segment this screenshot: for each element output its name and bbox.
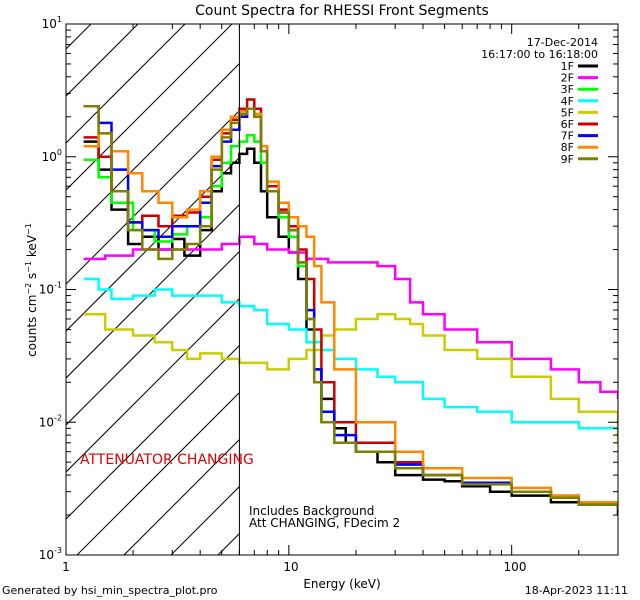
hatch-line [66, 24, 139, 97]
legend-label-6f: 6F [561, 118, 574, 131]
x-tick-label-100: 100 [504, 560, 527, 574]
plot-frame [65, 23, 619, 556]
hatch-line [66, 156, 240, 332]
legend-label-1f: 1F [561, 60, 574, 73]
series-line-9f [83, 105, 618, 510]
y-axis-label: counts cm−2 s−1 keV−1 [24, 223, 39, 357]
hatch-line [66, 250, 240, 426]
hatch-line [66, 24, 92, 50]
series-line-4f [83, 277, 618, 436]
series-line-2f [83, 235, 618, 399]
series-line-8f [83, 107, 618, 510]
hatch-line [66, 24, 233, 191]
attenuator-hatch-region [0, 0, 640, 555]
hatch-line [217, 532, 240, 555]
legend-label-4f: 4F [561, 95, 574, 108]
header-time-range: 16:17:00 to 16:18:00 [481, 48, 598, 61]
legend-label-8f: 8F [561, 141, 574, 154]
hatch-line [66, 24, 186, 144]
hatch-line [123, 438, 240, 555]
hatch-line [66, 203, 240, 379]
chart-title: Count Spectra for RHESSI Front Segments [195, 3, 489, 19]
legend-label-2f: 2F [561, 72, 574, 85]
hatch-line [0, 0, 113, 555]
hatch-line [66, 109, 240, 285]
legend-label-5f: 5F [561, 106, 574, 119]
footer-generated-by: Generated by hsi_min_spectra_plot.pro [2, 584, 218, 597]
legend-label-9f: 9F [561, 153, 574, 166]
x-tick-label-10: 10 [283, 560, 298, 574]
series-line-6f [83, 98, 618, 507]
series-line-7f [83, 105, 618, 510]
legend-label-3f: 3F [561, 83, 574, 96]
x-axis-label: Energy (keV) [303, 577, 380, 591]
background-annotation: Includes Background [249, 504, 374, 518]
y-tick-label: 10-3 [39, 546, 62, 562]
hatch-line [66, 62, 240, 238]
y-tick-label: 101 [42, 15, 62, 31]
attenuator-state-annotation: Att CHANGING, FDecim 2 [249, 516, 400, 530]
legend-label-7f: 7F [561, 130, 574, 143]
series-lines [83, 98, 618, 515]
y-tick-labels: 10-3 10-2 10-1 100 101 [39, 15, 62, 562]
hatch-line [66, 344, 240, 520]
hatch-line [312, 0, 640, 555]
y-tick-label: 100 [42, 148, 62, 164]
y-tick-label: 10-1 [39, 281, 62, 297]
attenuator-changing-annotation: ATTENUATOR CHANGING [80, 452, 254, 468]
hatch-line [76, 391, 240, 555]
hatch-line [359, 0, 640, 555]
header-date: 17-Dec-2014 [527, 36, 598, 49]
x-tick-label-1: 1 [62, 560, 70, 574]
y-tick-label: 10-2 [39, 413, 62, 429]
hatch-line [66, 297, 240, 473]
footer-timestamp: 18-Apr-2023 11:11 [525, 584, 628, 597]
axis-ticks [65, 24, 619, 556]
